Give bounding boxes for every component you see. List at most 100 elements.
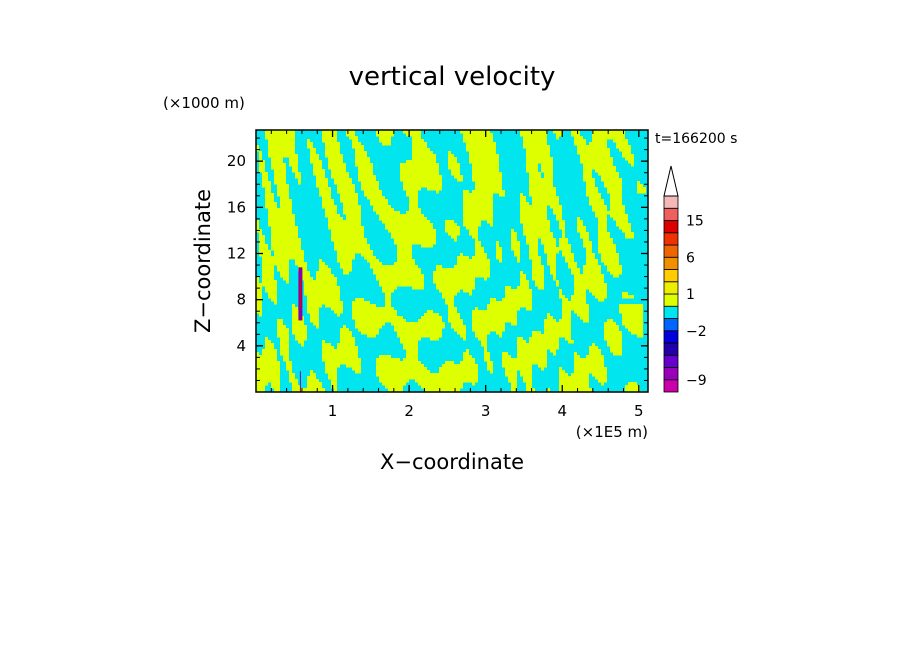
field-band: [601, 178, 622, 182]
field-band: [355, 157, 370, 161]
field-band: [451, 169, 460, 173]
field-band: [547, 259, 556, 263]
field-band: [271, 382, 280, 386]
field-band: [505, 289, 532, 293]
field-band: [496, 331, 502, 335]
field-band: [610, 202, 622, 206]
field-band: [295, 259, 304, 263]
field-band: [517, 343, 559, 347]
field-band: [427, 310, 433, 314]
field-band: [331, 307, 343, 311]
colorbar-swatch: [663, 305, 679, 319]
field-band: [532, 202, 559, 206]
field-band: [622, 322, 643, 326]
field-band: [607, 319, 613, 323]
field-band: [583, 319, 589, 323]
field-band: [520, 271, 523, 275]
field-band: [535, 280, 544, 284]
field-band: [544, 322, 571, 326]
field-band: [292, 325, 307, 329]
field-band: [397, 253, 412, 257]
field-band: [580, 154, 610, 158]
field-band: [547, 316, 553, 320]
plot-frame: [255, 129, 649, 393]
field-band: [346, 133, 355, 137]
field-band: [616, 223, 631, 227]
field-band: [400, 166, 439, 170]
field-band: [271, 232, 298, 236]
field-band: [307, 382, 322, 386]
field-band: [544, 328, 571, 332]
field-band: [412, 145, 427, 149]
field-band: [310, 157, 319, 161]
field-band: [472, 316, 517, 320]
field-band: [511, 235, 517, 239]
x-axis-label: X−coordinate: [380, 450, 524, 474]
field-band: [628, 160, 634, 164]
field-band: [562, 307, 589, 311]
field-band: [589, 346, 598, 350]
field-band: [403, 343, 418, 347]
field-band: [571, 133, 580, 137]
field-band: [487, 361, 493, 365]
field-band: [523, 223, 550, 227]
field-band: [343, 211, 361, 215]
field-band: [529, 256, 541, 260]
field-band: [337, 346, 358, 350]
field-band: [268, 148, 295, 152]
field-band: [355, 163, 373, 167]
field-band: [274, 253, 304, 257]
field-band: [553, 211, 562, 215]
field-band: [523, 379, 532, 383]
field-band: [319, 265, 328, 269]
colorbar-extend-arrow: [663, 165, 679, 197]
field-band: [265, 340, 271, 344]
field-band: [565, 259, 574, 263]
field-band: [571, 295, 586, 299]
field-band: [256, 373, 280, 377]
field-band: [316, 178, 328, 182]
field-band: [574, 361, 604, 365]
field-band: [448, 157, 457, 161]
field-band: [322, 346, 334, 350]
field-band: [352, 307, 394, 311]
field-band: [388, 388, 403, 392]
field-band: [586, 250, 592, 254]
field-band: [262, 349, 277, 353]
field-band: [502, 352, 508, 356]
field-band: [577, 145, 607, 149]
field-band: [343, 271, 349, 275]
field-band: [418, 319, 442, 323]
field-band: [259, 250, 271, 254]
field-band: [328, 373, 337, 377]
colorbar-swatch: [663, 220, 679, 234]
field-band: [256, 355, 277, 359]
field-band: [562, 301, 586, 305]
field-band: [310, 370, 313, 374]
field-band: [337, 187, 355, 191]
field-band: [439, 367, 478, 371]
field-band: [511, 388, 517, 392]
field-band: [301, 343, 304, 347]
field-band: [463, 193, 493, 197]
field-band: [313, 169, 325, 173]
field-band: [409, 199, 418, 203]
field-band: [292, 385, 301, 389]
field-band: [520, 280, 529, 284]
field-band: [265, 289, 277, 293]
field-band: [526, 307, 532, 311]
field-band: [268, 211, 292, 215]
field-band: [433, 280, 475, 284]
field-band: [484, 358, 490, 362]
field-band: [529, 250, 538, 254]
field-band: [448, 313, 460, 317]
field-band: [451, 322, 463, 326]
field-band: [298, 178, 301, 182]
field-band: [358, 172, 373, 176]
field-band: [529, 193, 556, 197]
field-band: [376, 370, 430, 374]
field-band: [559, 370, 565, 374]
field-band: [259, 313, 262, 317]
field-band: [262, 184, 271, 188]
field-band: [589, 199, 604, 203]
